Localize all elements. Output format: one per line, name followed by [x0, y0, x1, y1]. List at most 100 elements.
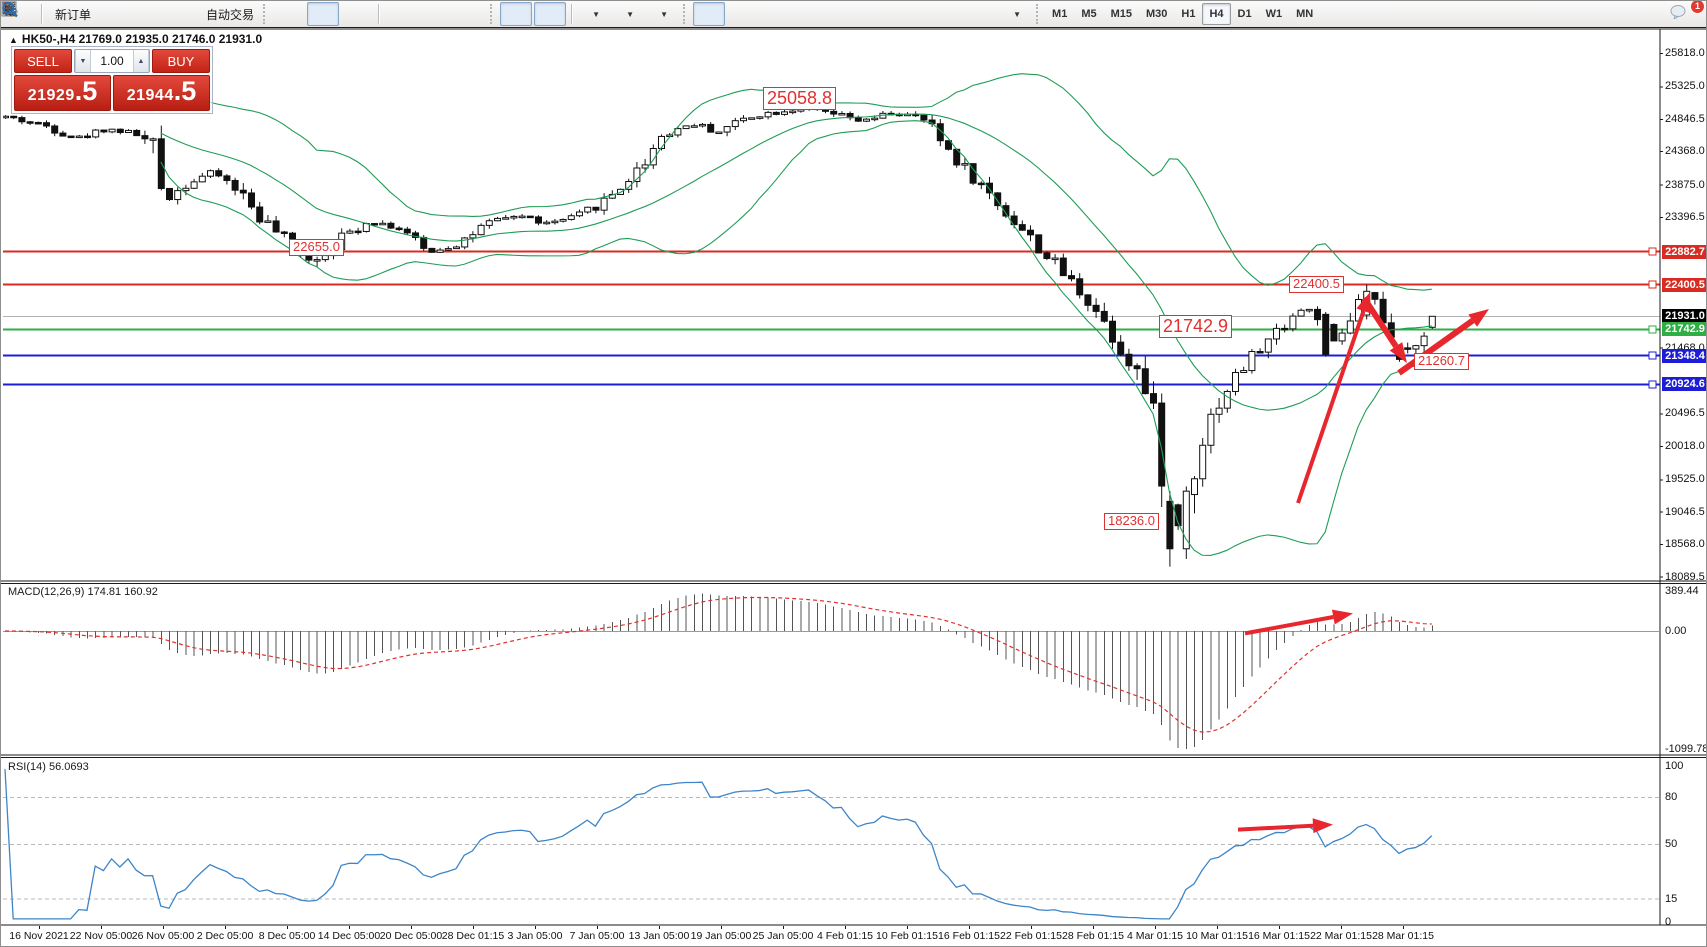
price-axis-tick: 20018.0 [1665, 439, 1705, 452]
auto-scroll-button[interactable] [3, 2, 533, 26]
time-axis-label: 2 Dec 05:00 [196, 930, 254, 942]
price-badge-22400.5: 22400.5 [1662, 277, 1706, 292]
buy-button[interactable]: BUY [152, 49, 210, 73]
volume-spinner: ▼ 1.00 ▲ [74, 49, 150, 73]
toolbar-grip [683, 4, 688, 24]
candle-body-down [18, 117, 26, 123]
toolbar-separator [571, 4, 574, 24]
candle-body-down [1010, 215, 1018, 226]
timeframe-m30-button[interactable]: M30 [1146, 8, 1168, 20]
timeframe-m15-button[interactable]: M15 [1110, 8, 1132, 20]
search-button[interactable] [2, 2, 1667, 26]
buy-price[interactable]: 21944.5 [113, 75, 210, 111]
svg-text:A: A [5, 2, 15, 17]
price-annotation-22655.0[interactable]: 22655.0 [289, 239, 344, 256]
candle-body-up [264, 220, 272, 223]
candle-body-down [1174, 504, 1182, 527]
candle-body-down [977, 182, 985, 186]
text-tool-button[interactable]: A [5, 2, 963, 26]
timeframe-m5-button[interactable]: M5 [1081, 8, 1097, 20]
level-handle-21348.4 [1648, 351, 1657, 360]
macd-axis-tick: -1099.78 [1665, 743, 1707, 755]
rsi-label: RSI(14) 56.0693 [8, 761, 89, 773]
toolbar-separator [41, 4, 43, 24]
candle-body-up [740, 117, 747, 122]
candle-body-down [43, 122, 50, 127]
time-axis-label: 16 Feb 01:15 [938, 930, 1000, 942]
candle-body-up [469, 234, 477, 239]
macd-axis-tick: 0.00 [1665, 625, 1687, 637]
new-order-label: 新订单 [55, 7, 92, 22]
candle-body-up [567, 215, 575, 220]
toolbar-grip [263, 4, 268, 24]
chevron-down-icon[interactable]: ▼ [660, 9, 668, 19]
candle-body-down [1117, 341, 1125, 355]
candle-body-down [1076, 278, 1084, 296]
price-annotation-21260.7[interactable]: 21260.7 [1414, 353, 1469, 370]
timeframe-mn-button[interactable]: MN [1296, 8, 1314, 20]
candle-body-down [133, 129, 141, 137]
time-axis-label: 25 Jan 05:00 [752, 930, 814, 942]
price-axis-tick: 20496.5 [1665, 407, 1705, 420]
rsi-axis-tick: 50 [1665, 838, 1678, 850]
candle-body-up [1223, 390, 1231, 409]
candle-body-down [166, 187, 173, 201]
candle-body-down [239, 189, 247, 194]
rsi-arrow-head [1312, 818, 1333, 834]
price-annotation-18236.0[interactable]: 18236.0 [1104, 513, 1159, 530]
candle-body-up [1273, 327, 1280, 340]
chevron-down-icon[interactable]: ▼ [1013, 9, 1021, 19]
candle-body-up [75, 135, 83, 139]
notifications-button[interactable]: 1 [1669, 1, 1705, 26]
candle-body-up [699, 123, 706, 127]
price-axis-tick: 19525.0 [1665, 473, 1705, 486]
candle-body-down [256, 206, 264, 223]
candle-body-up [1305, 308, 1313, 312]
volume-down-button[interactable]: ▼ [75, 50, 91, 72]
rsi-arrow-shaft [1237, 823, 1314, 832]
candle-body-up [863, 118, 870, 122]
chevron-down-icon[interactable]: ▼ [592, 9, 600, 19]
time-axis-label: 7 Jan 05:00 [569, 930, 625, 942]
candle-body-up [346, 230, 354, 234]
sell-button[interactable]: SELL [14, 49, 72, 73]
rsi-axis-tick: 100 [1665, 760, 1684, 772]
candle-body-up [1207, 413, 1215, 446]
price-axis-tick: 24846.5 [1665, 112, 1705, 125]
candle-body-up [92, 129, 100, 138]
timeframe-d1-button[interactable]: D1 [1237, 8, 1252, 20]
candle-body-up [207, 170, 214, 177]
candle-body-down [1109, 320, 1116, 343]
macd-arrow-shaft [1244, 615, 1334, 636]
candle-body-down [1068, 275, 1075, 280]
candle-body-down [231, 179, 239, 191]
candle-body-down [67, 135, 75, 139]
price-annotation-22400.5[interactable]: 22400.5 [1289, 276, 1344, 293]
timeframe-w1-button[interactable]: W1 [1265, 8, 1283, 20]
volume-up-button[interactable]: ▲ [133, 50, 149, 72]
price-annotation-21742.9[interactable]: 21742.9 [1159, 315, 1233, 338]
candle-body-up [649, 148, 657, 166]
candle-body-down [1002, 205, 1010, 217]
time-axis-label: 10 Mar 01:15 [1186, 930, 1248, 942]
candle-body-up [1420, 335, 1428, 347]
timeframe-m1-button[interactable]: M1 [1052, 8, 1068, 20]
candle-body-down [51, 125, 59, 134]
candle-body-up [756, 116, 764, 119]
chevron-down-icon[interactable]: ▼ [626, 9, 634, 19]
volume-input[interactable]: 1.00 [100, 54, 124, 68]
candle-body-up [764, 111, 772, 118]
timeframe-h4-button[interactable]: H4 [1202, 3, 1231, 25]
time-axis-label: 4 Mar 01:15 [1126, 930, 1184, 942]
price-annotation-25058.8[interactable]: 25058.8 [763, 87, 837, 110]
candle-body-down [371, 223, 378, 226]
candle-body-down [1158, 402, 1166, 487]
timeframe-h1-button[interactable]: H1 [1181, 8, 1196, 20]
price-axis-tick: 25325.0 [1665, 80, 1705, 93]
label-tool-button[interactable]: T [2, 2, 997, 26]
oneclick-collapse-icon[interactable]: ▲ [9, 35, 18, 45]
main-chart-plot[interactable] [3, 73, 1661, 567]
sell-price[interactable]: 21929.5 [14, 75, 111, 111]
